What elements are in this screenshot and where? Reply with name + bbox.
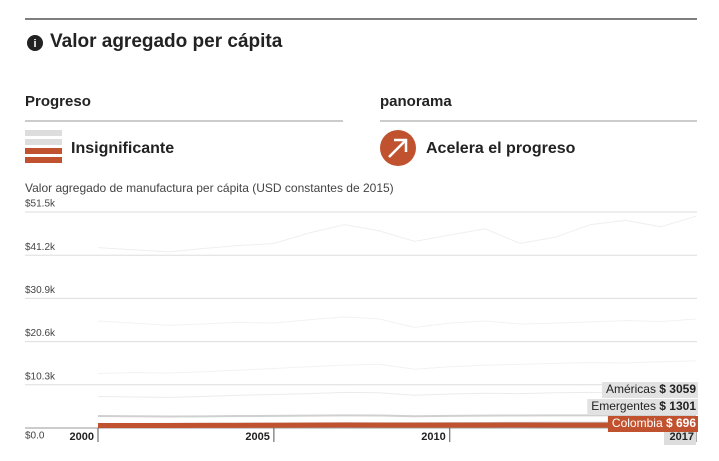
icon-bar xyxy=(25,157,62,163)
x-tick-label: 2017 xyxy=(670,431,694,443)
info-icon[interactable] xyxy=(27,35,43,51)
y-tick-label: $30.9k xyxy=(25,285,56,296)
x-tick-label: 2005 xyxy=(245,431,269,443)
legend-entry: Américas xyxy=(606,382,656,396)
icon-bar xyxy=(25,139,62,145)
panel-heading: panorama xyxy=(380,93,452,110)
background-line xyxy=(97,316,697,328)
label-bg xyxy=(607,416,698,432)
value-label: $ 1301 xyxy=(659,399,696,413)
trend-arrow xyxy=(388,138,408,158)
series-label: Emergentes $ 1301 xyxy=(591,399,696,413)
y-tick-label: $20.6k xyxy=(25,328,56,339)
panel-label: Insignificante xyxy=(71,140,174,157)
background-line xyxy=(97,360,697,374)
panel-label: Acelera el progreso xyxy=(426,140,576,157)
x-tick-label: 2010 xyxy=(421,431,445,443)
series-label: Colombia $ 696 xyxy=(612,416,696,430)
y-tick-label: $0.0 xyxy=(25,431,45,442)
legend-entry: Colombia xyxy=(612,416,663,430)
legend-entry: Emergentes xyxy=(591,399,656,413)
value-label: $ 3059 xyxy=(659,382,696,396)
icon-bar xyxy=(25,148,62,154)
value-label: $ 696 xyxy=(666,416,696,430)
y-tick-label: $10.3k xyxy=(25,371,56,382)
info-glyph: i xyxy=(33,38,36,50)
label-bg xyxy=(601,382,698,398)
x-tick-label: 2000 xyxy=(70,431,94,443)
label-bg xyxy=(587,399,698,415)
chart-subtitle: Valor agregado de manufactura per cápita… xyxy=(25,181,394,195)
y-tick-label: $41.2k xyxy=(25,242,56,253)
chart: $0.0 $10.3k $20.6k $30.9k $41.2k $51.5k 2000 20… xyxy=(25,199,698,445)
background-line xyxy=(97,215,697,253)
background-line xyxy=(97,391,697,398)
panel-heading: Progreso xyxy=(25,93,91,110)
series-label: Américas $ 3059 xyxy=(606,382,696,396)
icon-bar xyxy=(25,130,62,136)
y-tick-label: $51.5k xyxy=(25,199,56,210)
series-line xyxy=(97,414,697,418)
title: Valor agregado per cápita xyxy=(50,31,283,52)
x-label-bg xyxy=(664,430,696,445)
